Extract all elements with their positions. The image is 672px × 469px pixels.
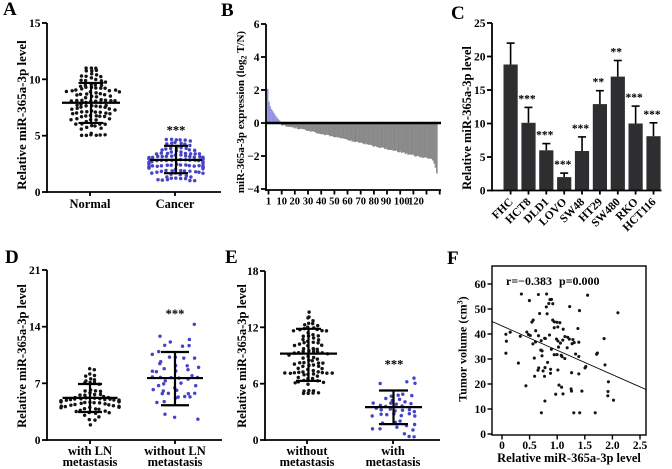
svg-text:E: E [225,247,238,268]
svg-text:100: 100 [394,197,410,208]
svg-text:Relative miR-365a-3p level: Relative miR-365a-3p level [235,284,249,428]
svg-text:25: 25 [474,18,486,30]
svg-text:C: C [451,3,465,24]
svg-text:2: 2 [254,85,260,97]
svg-text:F: F [447,248,459,269]
svg-text:30: 30 [303,197,314,208]
svg-text:90: 90 [381,197,392,208]
svg-text:***: *** [625,92,643,104]
svg-text:A: A [3,0,17,20]
svg-text:120: 120 [408,197,424,208]
svg-text:15: 15 [474,85,486,97]
svg-text:Relative miR-365a-3p level: Relative miR-365a-3p level [14,40,29,190]
svg-text:***: *** [572,123,590,135]
svg-text:***: *** [536,130,554,142]
svg-text:7: 7 [35,378,41,390]
svg-text:with: with [381,444,405,458]
svg-text:6: 6 [254,19,260,31]
svg-text:0: 0 [254,118,260,130]
svg-text:Cancer: Cancer [156,197,195,211]
svg-text:D: D [5,247,19,268]
svg-text:with LN: with LN [68,444,112,458]
svg-text:without LN: without LN [144,444,205,458]
svg-text:2.5: 2.5 [633,440,648,452]
svg-text:***: *** [385,358,404,372]
svg-text:***: *** [166,307,185,321]
svg-text:10: 10 [474,119,486,131]
svg-text:metastasis: metastasis [280,455,335,469]
svg-text:80: 80 [369,197,380,208]
svg-text:12: 12 [247,322,259,334]
svg-text:60: 60 [475,279,487,291]
svg-text:40: 40 [316,197,327,208]
svg-text:21: 21 [29,265,41,277]
svg-text:15: 15 [29,18,41,30]
svg-text:20: 20 [474,52,486,64]
svg-text:0: 0 [35,435,41,447]
svg-text:0.5: 0.5 [522,440,537,452]
svg-text:***: *** [518,93,536,105]
svg-text:−2: −2 [247,151,260,163]
svg-text:0: 0 [499,440,505,452]
svg-text:1: 1 [266,197,271,208]
svg-text:metastasis: metastasis [148,455,203,469]
svg-text:Tumor volume (cm3): Tumor volume (cm3) [456,296,470,401]
svg-text:***: *** [643,109,661,121]
svg-text:6: 6 [253,379,259,391]
svg-text:**: ** [611,47,623,59]
svg-text:20: 20 [475,379,487,391]
svg-text:2.0: 2.0 [605,440,620,452]
svg-text:5: 5 [480,152,486,164]
svg-text:***: *** [554,159,572,171]
svg-text:10: 10 [29,74,41,86]
svg-text:0: 0 [480,186,486,198]
svg-text:0: 0 [35,187,41,199]
svg-text:miR-365a-3p expression (log2 T: miR-365a-3p expression (log2 T/N) [235,31,249,194]
svg-text:5: 5 [35,131,41,143]
svg-text:0: 0 [480,429,486,441]
svg-text:30: 30 [475,354,487,366]
svg-text:Relative miR-365a-3p level: Relative miR-365a-3p level [460,46,474,190]
svg-text:20: 20 [290,197,301,208]
svg-text:1.5: 1.5 [578,440,593,452]
svg-text:**: ** [593,77,605,89]
svg-text:1.0: 1.0 [550,440,565,452]
svg-text:4: 4 [254,52,260,64]
svg-text:Relative miR-365a-3p level: Relative miR-365a-3p level [497,451,641,465]
svg-text:without: without [287,444,329,458]
svg-text:***: *** [167,124,186,138]
svg-text:metastasis: metastasis [63,455,118,469]
svg-text:50: 50 [329,197,340,208]
svg-text:0: 0 [253,435,259,447]
svg-text:metastasis: metastasis [366,455,421,469]
svg-text:10: 10 [276,197,287,208]
svg-text:B: B [221,0,234,21]
svg-text:60: 60 [342,197,353,208]
svg-text:70: 70 [355,197,366,208]
svg-text:Normal: Normal [70,197,111,211]
svg-text:Relative miR-365a-3p level: Relative miR-365a-3p level [15,284,29,428]
svg-text:−4: −4 [247,184,260,196]
svg-text:50: 50 [475,304,487,316]
svg-text:10: 10 [475,404,487,416]
svg-text:40: 40 [475,329,487,341]
svg-text:14: 14 [29,322,41,334]
svg-text:18: 18 [247,266,259,278]
